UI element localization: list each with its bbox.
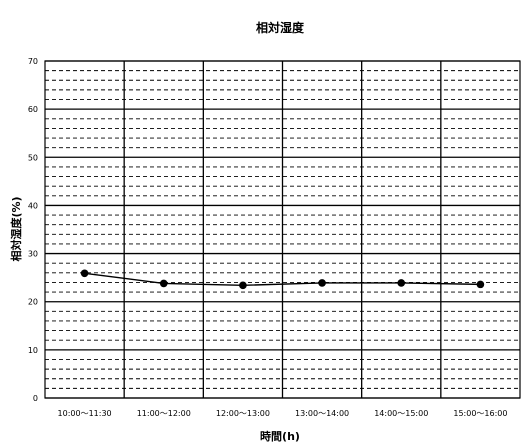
y-tick-label: 30 xyxy=(28,250,38,259)
data-point xyxy=(159,279,168,288)
series-humidity xyxy=(80,269,485,290)
y-tick-label: 0 xyxy=(33,394,38,403)
y-tick-label: 50 xyxy=(28,153,38,162)
x-tick-label: 10:00～11:30 xyxy=(58,409,112,418)
data-point xyxy=(476,280,485,289)
x-tick-label: 11:00～12:00 xyxy=(137,409,191,418)
y-tick-label: 10 xyxy=(28,346,38,355)
x-tick-label: 14:00～15:00 xyxy=(374,409,428,418)
chart-title: 相対湿度 xyxy=(256,20,305,35)
grid-lines xyxy=(45,60,520,399)
x-axis-label: 時間(h) xyxy=(260,429,300,443)
series-line xyxy=(84,272,481,287)
x-tick-label: 15:00～16:00 xyxy=(453,409,507,418)
data-point xyxy=(397,279,406,287)
y-axis-label: 相対湿度(%) xyxy=(9,196,23,261)
y-tick-label: 60 xyxy=(28,105,38,114)
y-tick-label: 70 xyxy=(28,57,38,66)
data-point xyxy=(80,269,89,278)
x-tick-labels: 10:00～11:30 11:00～12:00 12:00～13:00 13:00～1… xyxy=(58,409,508,418)
data-point xyxy=(318,279,326,287)
x-tick-label: 12:00～13:00 xyxy=(216,409,270,418)
data-point xyxy=(239,281,247,290)
x-tick-label: 13:00～14:00 xyxy=(295,409,349,418)
y-tick-label: 40 xyxy=(28,201,38,210)
y-tick-label: 20 xyxy=(28,298,38,307)
y-tick-labels: 0 10 20 30 40 50 60 70 xyxy=(28,57,38,403)
plot-area-border xyxy=(44,60,521,399)
